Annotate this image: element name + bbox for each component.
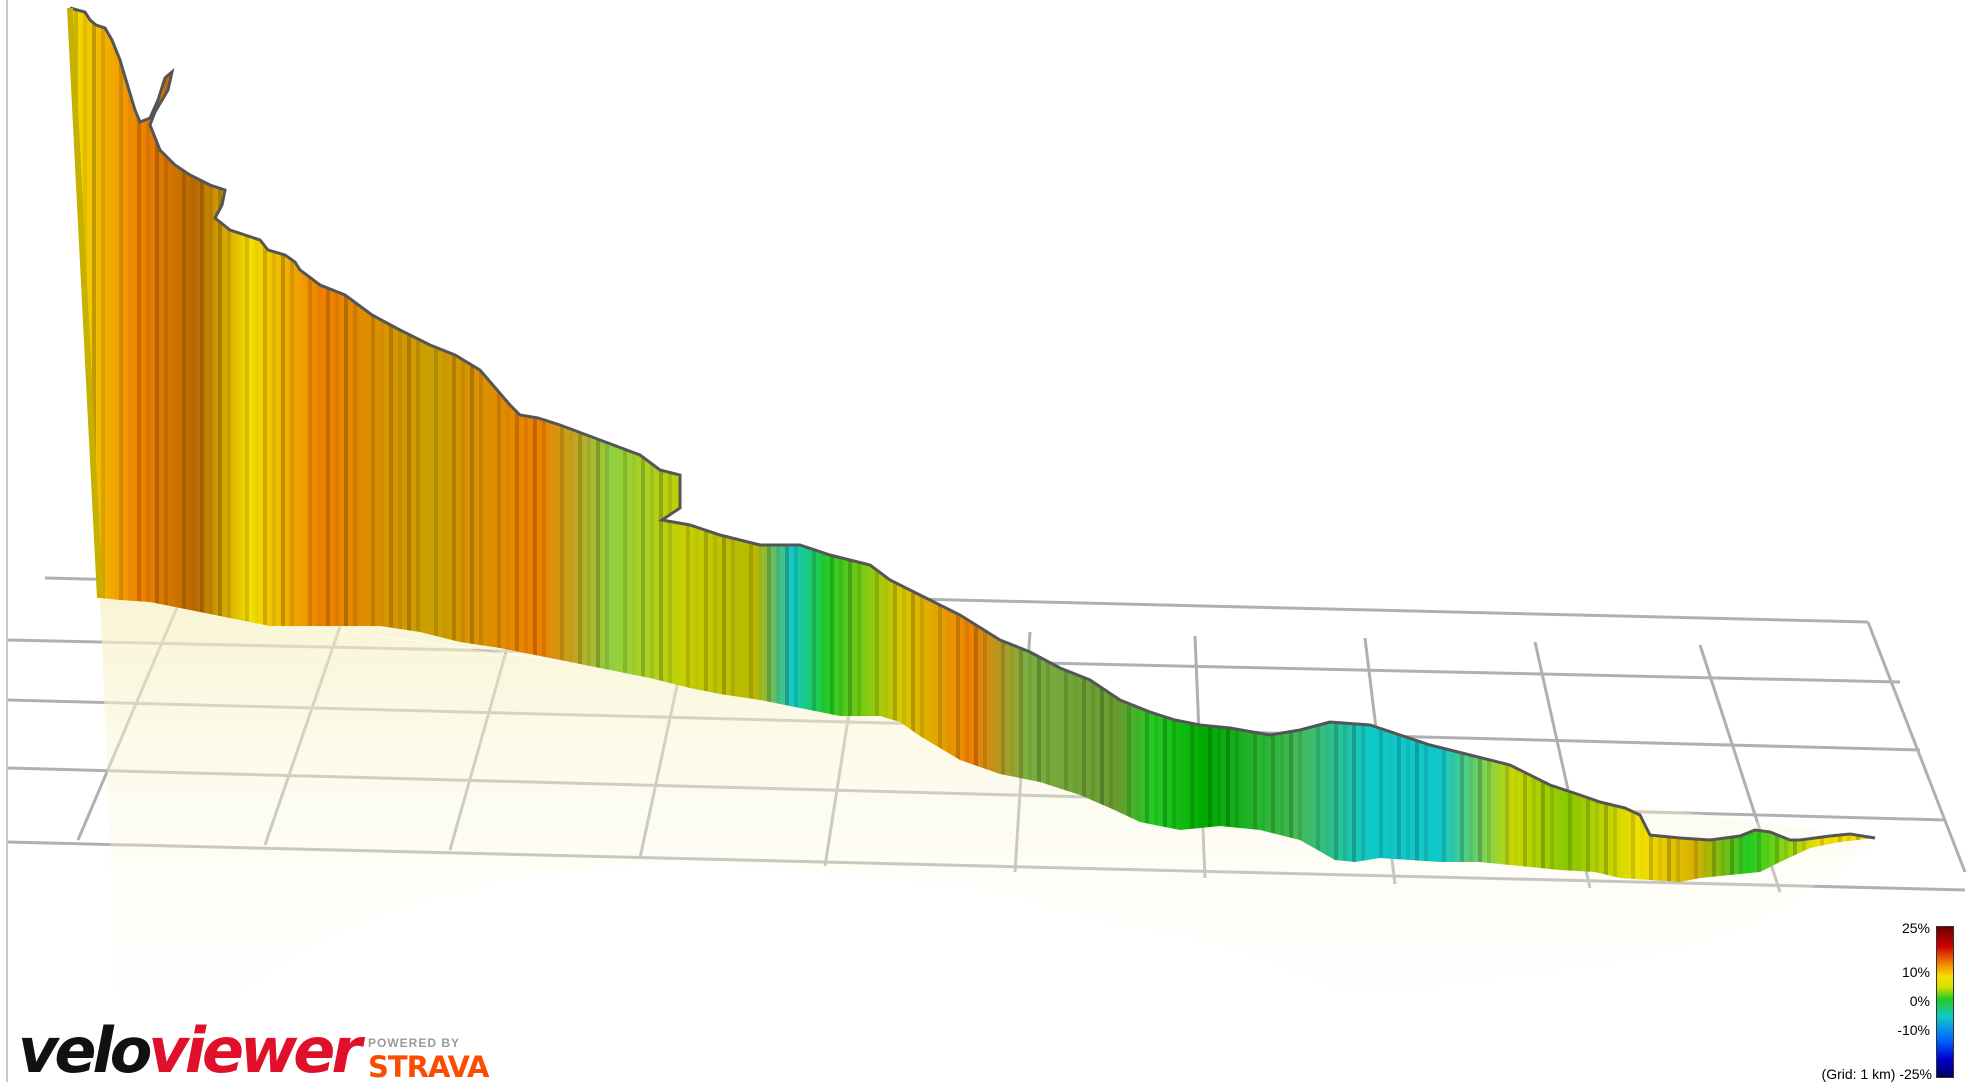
profile-reflection [100,598,1875,1082]
powered-by-label: POWERED BY [368,1036,461,1050]
legend-label-minus25: (Grid: 1 km) -25% [1822,1066,1932,1082]
gradient-legend: 25% 10% 0% -10% (Grid: 1 km) -25% [1800,920,1970,1082]
legend-label-0: 0% [1909,993,1930,1009]
gradient-color-scale [1936,926,1954,1078]
grid-note: (Grid: 1 km) [1821,1066,1896,1082]
legend-label-25: 25% [1901,920,1930,936]
strava-logo: STRAVA [368,1050,489,1084]
profile-wall [70,8,1875,882]
veloviewer-logo[interactable]: velo viewer [18,1012,362,1087]
legend-label-10: 10% [1901,964,1930,980]
left-border [6,0,8,1082]
logo-velo-text: velo [18,1014,152,1087]
profile-start-edge [67,7,103,599]
profile-ridge [69,6,1876,842]
legend-label-minus10: -10% [1897,1022,1930,1038]
powered-by-strava[interactable]: POWERED BY STRAVA [368,1036,508,1082]
logo-viewer-text: viewer [148,1014,362,1087]
legend-label-minus25-value: -25% [1899,1066,1932,1082]
grid-line [1866,621,1967,873]
